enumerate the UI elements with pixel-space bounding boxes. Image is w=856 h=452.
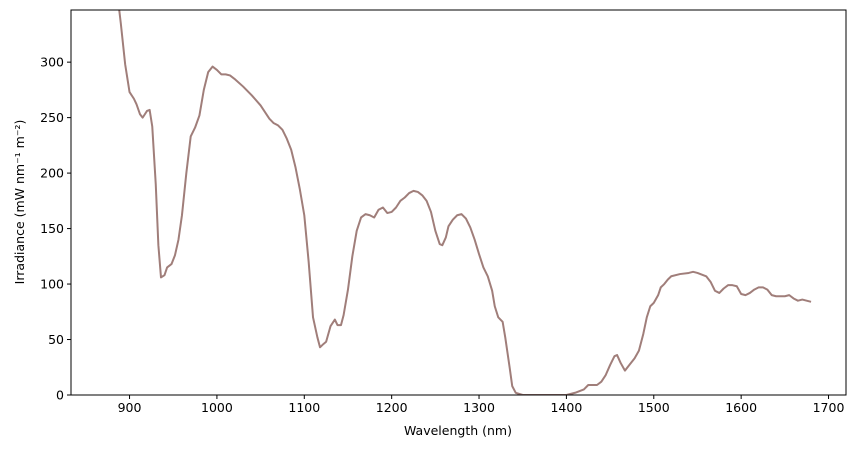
y-tick-label: 100 [40, 277, 64, 292]
x-tick-label: 1200 [376, 400, 408, 415]
x-tick-label: 1500 [638, 400, 670, 415]
y-tick-label: 250 [40, 110, 64, 125]
x-tick-label: 1700 [813, 400, 845, 415]
x-tick-label: 1300 [463, 400, 495, 415]
y-tick-label: 0 [56, 388, 64, 403]
y-tick-label: 200 [40, 166, 64, 181]
y-tick-label: 150 [40, 221, 64, 236]
x-tick-label: 900 [118, 400, 142, 415]
data-line [118, 10, 812, 395]
plot-frame [70, 9, 847, 396]
y-tick-label: 300 [40, 55, 64, 70]
x-axis-label: Wavelength (nm) [404, 423, 512, 438]
x-tick-label: 1000 [201, 400, 233, 415]
x-tick-label: 1600 [725, 400, 757, 415]
x-tick-label: 1400 [550, 400, 582, 415]
x-tick-label: 1100 [288, 400, 320, 415]
y-tick-label: 50 [48, 332, 64, 347]
y-axis-label: Irradiance (mW nm⁻¹ m⁻²) [12, 120, 27, 285]
